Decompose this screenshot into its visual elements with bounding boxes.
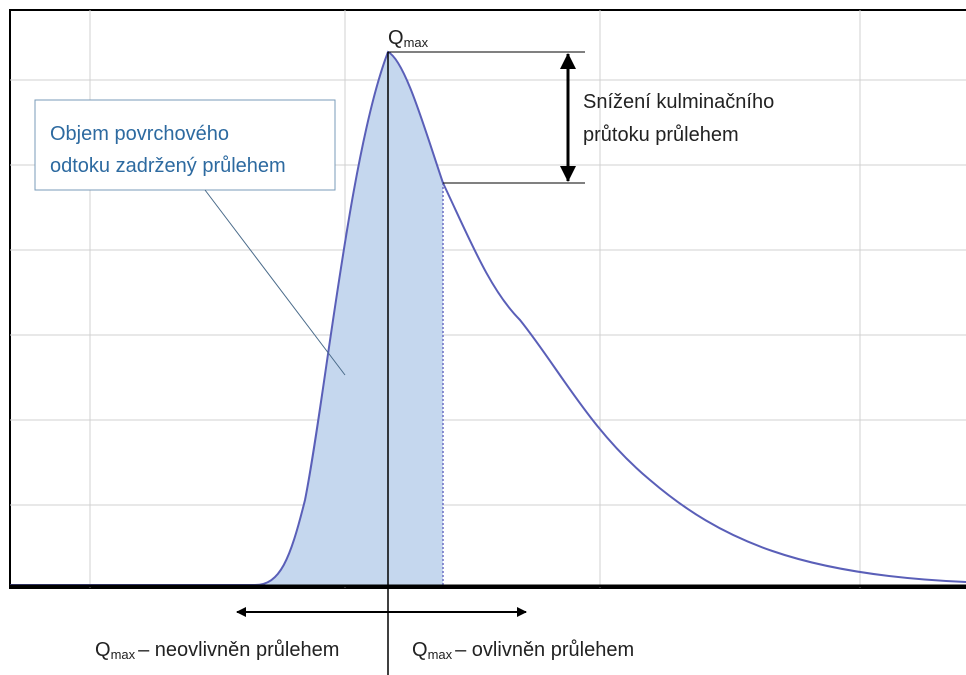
peak-label: Qmax	[388, 27, 429, 50]
callout-text: Objem povrchového	[50, 123, 229, 145]
left-label: Qmax – neovlivněn průlehem	[95, 639, 339, 662]
callout-text: odtoku zadržený průlehem	[50, 155, 286, 177]
plot-frame	[9, 9, 966, 589]
callout-box	[34, 99, 336, 191]
right-label: Qmax – ovlivněn průlehem	[412, 639, 634, 662]
callout-leader	[204, 189, 346, 376]
retained-volume	[258, 52, 443, 585]
reduction-label: Snížení kulminačního	[583, 91, 774, 113]
reduction-label: průtoku průlehem	[583, 124, 739, 146]
